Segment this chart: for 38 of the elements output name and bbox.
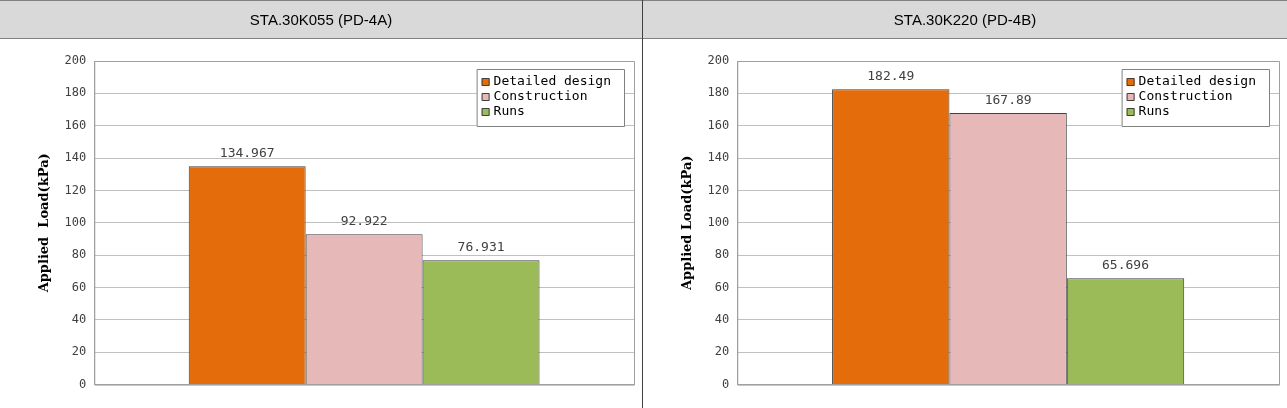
y-tick-label: 80	[714, 247, 730, 262]
legend-label: Runs	[1138, 103, 1170, 119]
y-tick-label: 100	[707, 214, 730, 229]
y-tick-label: 20	[71, 344, 87, 359]
chart-title: STA.30K055 (PD-4A)	[0, 0, 642, 39]
y-tick-label: 0	[79, 376, 87, 391]
legend-label: Detailed design	[493, 73, 612, 89]
y-tick-label: 120	[707, 182, 730, 197]
y-tick-label: 40	[714, 312, 730, 327]
y-axis-title: Applied Load(kPa)	[679, 155, 695, 292]
y-tick-label: 140	[64, 150, 87, 165]
y-axis-title: Applied Load(kPa)	[36, 153, 52, 294]
y-tick-label: 60	[71, 279, 87, 294]
y-tick-label: 20	[714, 344, 730, 359]
y-tick-label: 180	[707, 85, 730, 100]
data-label: 65.696	[1102, 257, 1149, 273]
y-tick-label: 0	[722, 376, 730, 391]
data-label: 182.49	[867, 68, 915, 84]
y-tick-label: 80	[71, 247, 87, 262]
y-tick-label: 180	[64, 85, 87, 100]
data-label: 134.967	[219, 145, 275, 161]
y-tick-label: 40	[71, 312, 87, 327]
data-label: 92.922	[340, 213, 388, 229]
y-tick-label: 160	[707, 117, 730, 132]
y-tick-label: 60	[714, 279, 730, 294]
y-tick-label: 140	[707, 150, 730, 165]
y-tick-label: 200	[707, 53, 730, 68]
legend-label: Construction	[1138, 88, 1233, 104]
legend-label: Detailed design	[1138, 73, 1257, 89]
data-label: 167.89	[984, 91, 1032, 107]
y-tick-label: 100	[64, 214, 87, 229]
legend-label: Construction	[493, 88, 588, 104]
y-tick-label: 200	[64, 53, 87, 68]
y-tick-label: 160	[64, 117, 87, 132]
y-tick-label: 120	[64, 182, 87, 197]
chart-title: STA.30K220 (PD-4B)	[643, 0, 1287, 39]
legend-label: Runs	[493, 103, 525, 119]
data-label: 76.931	[457, 239, 505, 254]
